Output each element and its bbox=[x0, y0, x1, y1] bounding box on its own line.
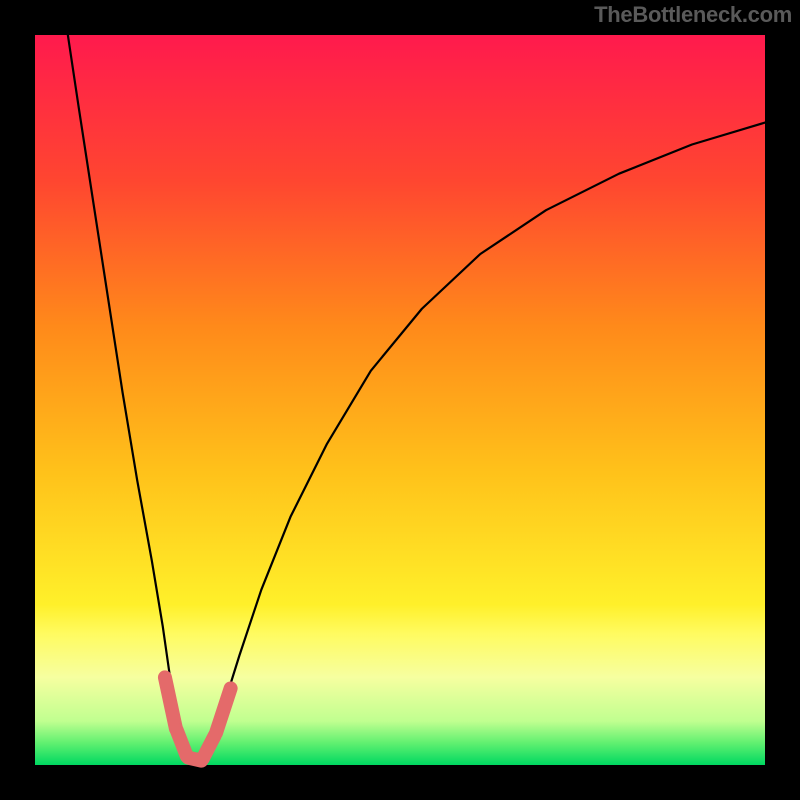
marker-segment bbox=[165, 677, 176, 728]
marker-segment bbox=[216, 688, 231, 733]
watermark-text: TheBottleneck.com bbox=[594, 2, 792, 28]
marker-segment bbox=[203, 736, 215, 759]
marker-group bbox=[165, 677, 231, 760]
plot-area bbox=[35, 35, 765, 765]
curve-layer bbox=[35, 35, 765, 765]
bottleneck-curve bbox=[68, 35, 765, 765]
chart-container: TheBottleneck.com bbox=[0, 0, 800, 800]
